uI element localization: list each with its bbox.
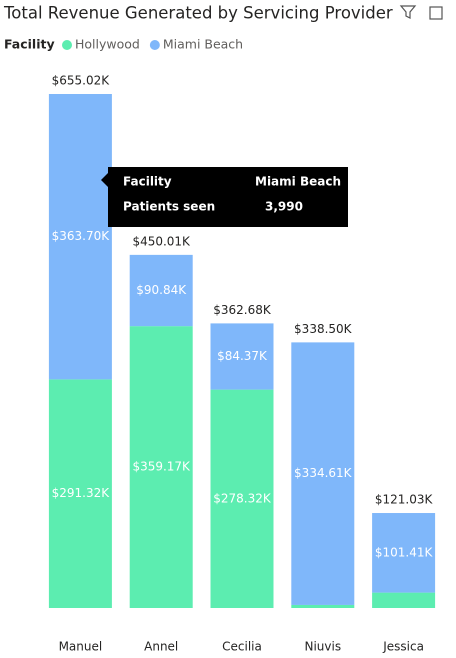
- bar-segment: [129, 326, 193, 608]
- bar-segment: [48, 379, 112, 608]
- x-tick-label: Annel: [144, 640, 178, 654]
- chart-title: Total Revenue Generated by Servicing Pro…: [3, 4, 393, 23]
- x-tick-label: Cecilia: [222, 640, 262, 654]
- x-tick-label: Jessica: [382, 640, 424, 654]
- total-label: $121.03K: [375, 493, 434, 507]
- bar-segment: [210, 323, 274, 390]
- tooltip-box: [108, 167, 348, 227]
- data-label: $101.41K: [375, 545, 434, 559]
- data-label: $278.32K: [213, 491, 272, 505]
- tooltip-pointer: [101, 173, 108, 187]
- bar-segment: [210, 389, 274, 608]
- total-label: $655.02K: [52, 74, 111, 88]
- bar-segment: [291, 604, 355, 608]
- data-label: $359.17K: [132, 460, 191, 474]
- filter-shape: [399, 5, 417, 19]
- bar-segment: [372, 513, 436, 593]
- legend-swatch: [149, 40, 160, 50]
- tooltip-key: Facility: [123, 175, 172, 189]
- total-label: $362.68K: [213, 303, 272, 317]
- x-tick-label: Niuvis: [304, 640, 341, 654]
- focus-icon[interactable]: [429, 6, 443, 20]
- bar-segment: [291, 342, 355, 605]
- bar-segment: [129, 254, 193, 327]
- bar-segment: [372, 592, 436, 608]
- data-label: $291.32K: [52, 486, 111, 500]
- legend-label: Miami Beach: [163, 37, 243, 52]
- total-label: $450.01K: [132, 234, 191, 248]
- legend-label: Hollywood: [75, 37, 140, 52]
- legend-swatch: [62, 40, 72, 50]
- filter-icon[interactable]: [399, 5, 417, 19]
- focus-shape: [429, 6, 443, 20]
- data-label: $363.70K: [52, 229, 111, 243]
- tooltip-key: Patients seen: [123, 200, 215, 214]
- bar-segment: [48, 94, 112, 380]
- legend-title: Facility: [4, 37, 55, 52]
- data-label: $90.84K: [136, 283, 187, 297]
- data-label: $84.37K: [217, 349, 268, 363]
- x-tick-label: Manuel: [59, 640, 103, 654]
- total-label: $338.50K: [294, 322, 353, 336]
- tooltip: Facility Miami Beach Patients seen 3,990: [101, 167, 348, 227]
- tooltip-value: 3,990: [265, 200, 303, 214]
- data-label: $334.61K: [294, 466, 353, 480]
- tooltip-value: Miami Beach: [255, 175, 341, 189]
